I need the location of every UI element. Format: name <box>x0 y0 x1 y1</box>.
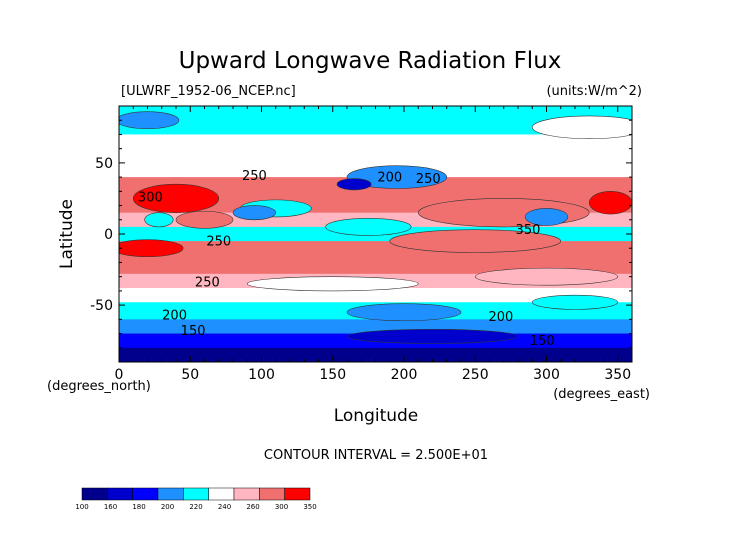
colorbar-swatch <box>157 487 184 501</box>
lat-band <box>119 134 632 157</box>
contour-label: 350 <box>516 223 541 238</box>
y-tick-label: 50 <box>95 156 113 172</box>
colorbar-level: 350 <box>303 503 316 511</box>
x-tick-label: 100 <box>248 367 275 383</box>
y-unit-label: (degrees_north) <box>47 379 151 394</box>
flux-region <box>132 183 220 213</box>
flux-region <box>474 267 619 286</box>
flux-region <box>119 239 184 258</box>
chart-title: Upward Longwave Radiation Flux <box>179 48 562 74</box>
x-tick-label: 350 <box>604 367 631 383</box>
lat-band <box>119 120 632 135</box>
contour-label: 200 <box>162 308 187 323</box>
colorbar-swatch <box>107 487 133 501</box>
colorbar-swatch <box>208 487 235 501</box>
flux-region <box>531 115 632 140</box>
lat-band <box>119 177 632 199</box>
plot-features <box>119 111 632 344</box>
flux-region <box>346 165 448 189</box>
contour-label: 150 <box>181 324 206 339</box>
contour-label: 150 <box>530 334 555 349</box>
contour-label: 250 <box>242 169 267 184</box>
colorbar-swatch <box>259 487 285 501</box>
colorbar-swatch <box>284 487 311 501</box>
flux-region <box>588 191 632 215</box>
x-tick-label: 50 <box>181 367 199 383</box>
flux-region <box>232 205 277 221</box>
x-tick-label: 250 <box>462 367 489 383</box>
x-tick-label: 300 <box>533 367 560 383</box>
x-axis-label: Longitude <box>334 406 419 426</box>
lat-band <box>119 319 632 335</box>
flux-region <box>246 276 419 292</box>
contour-label: 200 <box>488 310 513 325</box>
x-unit-label: (degrees_east) <box>553 387 650 402</box>
flux-region <box>346 328 519 344</box>
lat-band <box>119 288 632 303</box>
contour-label: 300 <box>138 190 163 205</box>
flux-region <box>531 294 619 310</box>
colorbar-level: 100 <box>75 503 88 511</box>
units-label: (units:W/m^2) <box>546 84 642 99</box>
colorbar-swatch <box>132 487 159 501</box>
lat-band <box>119 347 632 362</box>
colorbar-level: 200 <box>161 503 174 511</box>
colorbar: 100 160 180 200 220 240 260 300 350 <box>75 487 317 511</box>
y-tick-label: 0 <box>104 227 113 243</box>
x-axis-ticks: 0 50 100 150 200 250 300 350 <box>115 106 631 383</box>
y-tick-label: -50 <box>90 298 113 314</box>
flux-region <box>144 212 174 228</box>
flux-region <box>175 210 234 229</box>
x-tick-label: 150 <box>319 367 346 383</box>
flux-region <box>389 229 562 253</box>
source-label: [ULWRF_1952-06_NCEP.nc] <box>121 84 296 99</box>
flux-region <box>346 303 462 322</box>
colorbar-level: 240 <box>218 503 231 511</box>
contour-interval-label: CONTOUR INTERVAL = 2.500E+01 <box>264 448 488 463</box>
colorbar-level: 180 <box>132 503 145 511</box>
contour-label: 200 <box>377 170 402 185</box>
flux-region <box>336 178 372 191</box>
colorbar-swatch <box>183 487 209 501</box>
y-axis-ticks: -50 0 50 <box>90 119 632 349</box>
colorbar-swatch <box>81 487 108 501</box>
colorbar-level: 300 <box>275 503 288 511</box>
colorbar-level: 260 <box>246 503 259 511</box>
colorbar-level: 160 <box>104 503 117 511</box>
contour-label: 250 <box>416 172 441 187</box>
contour-label: 250 <box>206 234 231 249</box>
x-tick-label: 0 <box>115 367 124 383</box>
contour-label: 250 <box>195 276 220 291</box>
flux-region <box>524 208 569 226</box>
x-tick-label: 200 <box>391 367 418 383</box>
colorbar-swatch <box>233 487 260 501</box>
y-axis-label: Latitude <box>57 199 77 269</box>
lat-band <box>119 106 632 121</box>
flux-region <box>325 218 412 236</box>
flux-region <box>119 111 180 130</box>
colorbar-level: 220 <box>189 503 202 511</box>
